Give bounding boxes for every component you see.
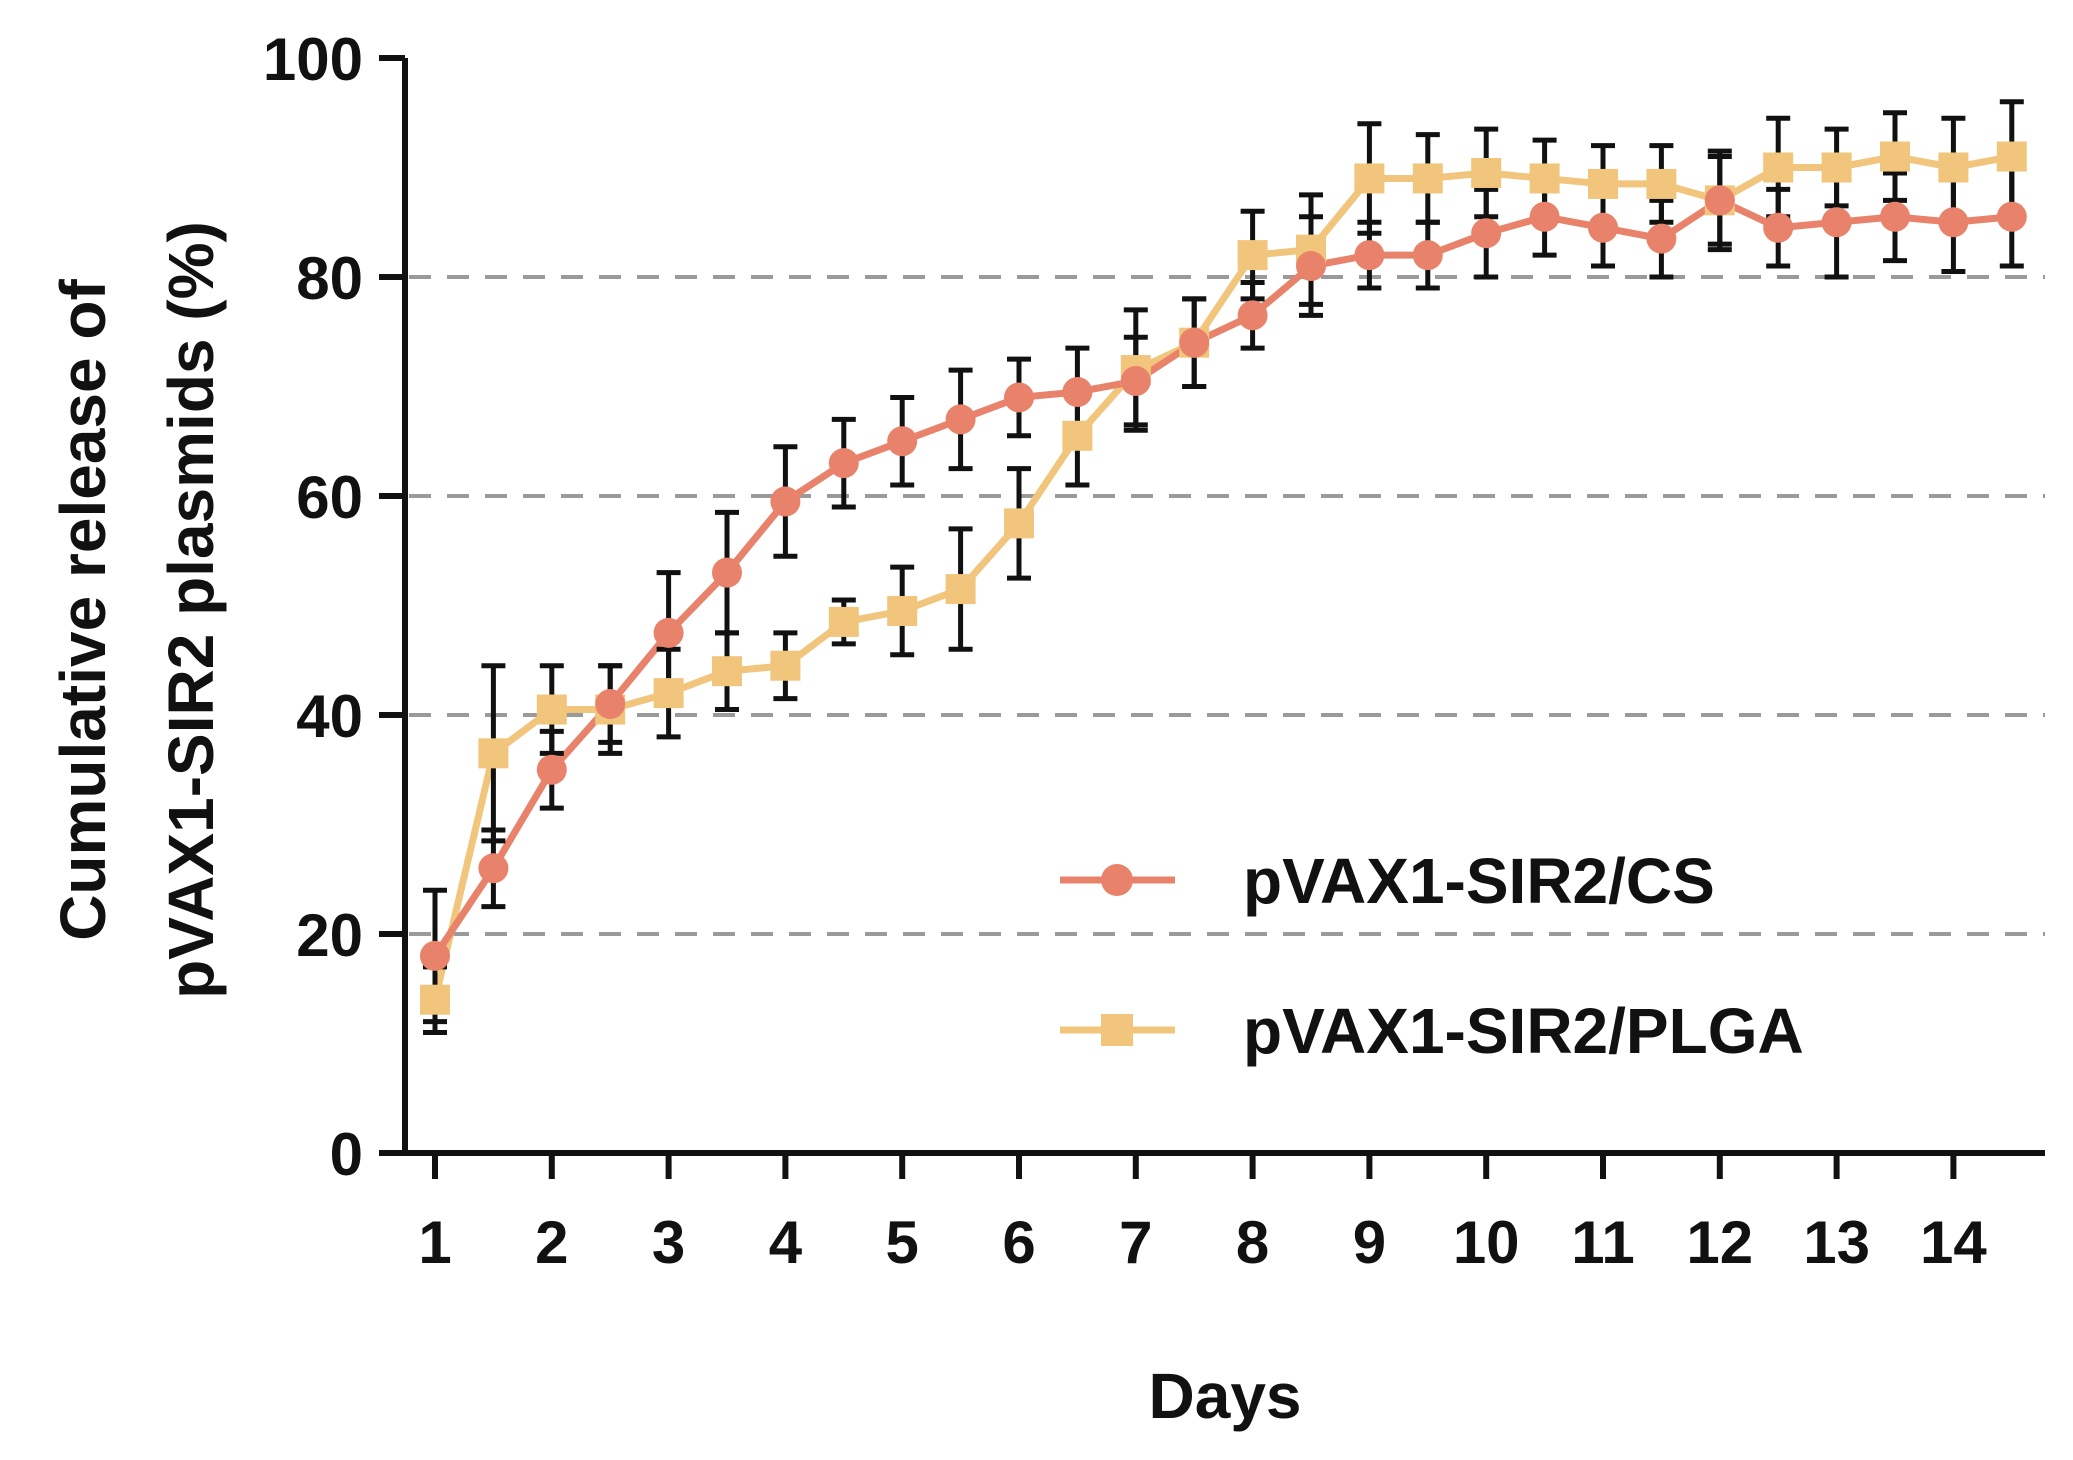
data-point-cs-15 [1296, 251, 1326, 282]
data-point-plga-2 [536, 694, 567, 725]
data-point-cs-1 [478, 853, 509, 884]
y-tick-label-100: 100 [263, 26, 363, 93]
legend-plga-marker [1101, 1014, 1133, 1046]
data-point-plga-16 [1354, 163, 1385, 194]
x-tick-label-8: 8 [1236, 1209, 1269, 1276]
data-point-cs-24 [1821, 207, 1852, 238]
data-point-plga-8 [887, 595, 918, 626]
data-point-plga-10 [1004, 508, 1034, 539]
x-tick-label-1: 1 [418, 1209, 451, 1276]
data-point-cs-11 [1062, 376, 1093, 407]
data-point-plga-0 [420, 984, 450, 1015]
data-point-cs-4 [653, 617, 684, 648]
data-point-cs-6 [770, 486, 801, 517]
data-point-cs-26 [1938, 207, 1969, 238]
data-point-plga-24 [1821, 152, 1852, 183]
data-point-cs-8 [887, 426, 918, 457]
axes [402, 58, 2045, 1156]
data-point-plga-1 [478, 738, 509, 769]
y-tick-label-0: 0 [330, 1121, 363, 1188]
data-point-plga-19 [1529, 163, 1560, 194]
data-point-plga-9 [945, 574, 976, 605]
data-point-cs-25 [1880, 201, 1910, 232]
y-tick-label-60: 60 [296, 464, 363, 531]
x-axis-title: Days [1149, 1360, 1302, 1432]
data-series [420, 99, 2027, 1036]
x-tick-label-11: 11 [1571, 1209, 1634, 1276]
x-tick-label-12: 12 [1686, 1209, 1753, 1276]
y-tick-label-40: 40 [296, 683, 363, 750]
data-point-plga-14 [1237, 240, 1268, 271]
data-point-cs-17 [1412, 240, 1443, 271]
x-tick-label-2: 2 [535, 1209, 568, 1276]
gridlines [409, 275, 2045, 936]
data-point-cs-23 [1763, 212, 1794, 243]
data-point-plga-18 [1471, 157, 1502, 188]
data-point-cs-18 [1471, 218, 1502, 249]
data-point-cs-2 [536, 754, 567, 785]
data-point-cs-20 [1588, 212, 1618, 243]
legend-cs-label: pVAX1-SIR2/CS [1243, 845, 1715, 917]
data-point-plga-17 [1412, 163, 1443, 194]
y-tick-label-80: 80 [296, 245, 363, 312]
data-point-cs-16 [1354, 240, 1385, 271]
data-point-plga-5 [712, 656, 742, 687]
x-tick-label-14: 14 [1920, 1209, 1987, 1276]
legend-cs-marker [1101, 864, 1133, 896]
x-tick-label-10: 10 [1453, 1209, 1520, 1276]
data-point-plga-23 [1763, 152, 1794, 183]
data-point-cs-3 [595, 689, 626, 720]
x-tick-label-13: 13 [1803, 1209, 1870, 1276]
data-point-plga-20 [1588, 168, 1618, 199]
y-tick-label-20: 20 [296, 902, 363, 969]
x-tick-label-5: 5 [886, 1209, 919, 1276]
legend: pVAX1-SIR2/CS pVAX1-SIR2/PLGA [1060, 845, 1804, 1067]
data-point-cs-13 [1179, 327, 1210, 358]
x-tick-label-4: 4 [769, 1209, 803, 1276]
data-point-plga-11 [1062, 420, 1093, 451]
x-tick-label-9: 9 [1353, 1209, 1386, 1276]
data-point-cs-22 [1704, 185, 1735, 216]
data-point-plga-21 [1646, 168, 1677, 199]
x-tick-label-7: 7 [1119, 1209, 1152, 1276]
data-point-cs-7 [828, 448, 859, 479]
data-point-cs-12 [1120, 366, 1151, 397]
legend-plga-label: pVAX1-SIR2/PLGA [1243, 995, 1804, 1067]
data-point-plga-4 [653, 678, 684, 709]
data-point-cs-10 [1004, 382, 1034, 413]
x-tick-label-6: 6 [1002, 1209, 1035, 1276]
data-point-plga-26 [1938, 152, 1969, 183]
data-point-plga-25 [1880, 141, 1910, 172]
data-point-plga-27 [1996, 141, 2027, 172]
series-line-plga [431, 153, 2013, 1001]
data-point-cs-19 [1529, 201, 1560, 232]
data-point-cs-21 [1646, 223, 1677, 254]
legend-item-plga: pVAX1-SIR2/PLGA [1060, 995, 1804, 1067]
series-line-cs [432, 196, 2013, 958]
legend-item-cs: pVAX1-SIR2/CS [1060, 845, 1715, 917]
y-axis-title-line-2: pVAX1-SIR2 plasmids (%) [155, 221, 227, 999]
y-axis-title: Cumulative release of pVAX1-SIR2 plasmid… [47, 221, 227, 999]
data-point-cs-0 [420, 940, 450, 971]
y-axis-title-line-1: Cumulative release of [47, 279, 119, 941]
data-point-plga-6 [770, 650, 801, 681]
data-point-cs-14 [1237, 300, 1268, 331]
data-point-plga-7 [828, 606, 859, 637]
x-tick-label-3: 3 [652, 1209, 685, 1276]
data-point-cs-5 [712, 557, 742, 588]
data-point-cs-27 [1996, 201, 2027, 232]
data-point-cs-9 [945, 404, 976, 435]
